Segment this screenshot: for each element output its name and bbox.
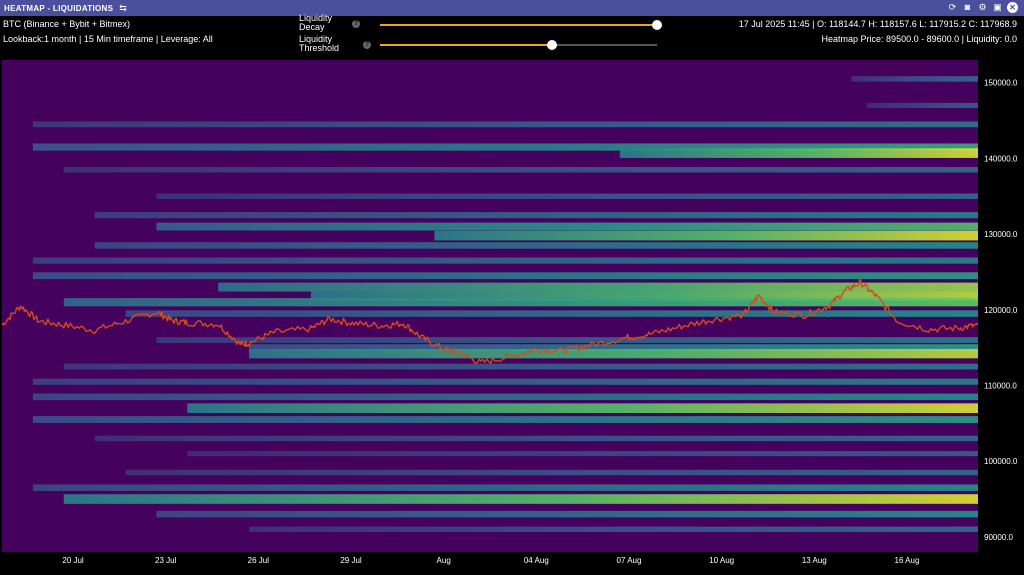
gear-icon[interactable]: ⚙ bbox=[978, 2, 987, 12]
heatmap-band bbox=[434, 230, 979, 241]
x-tick-label: 13 Aug bbox=[802, 556, 827, 565]
x-tick-label: 23 Jul bbox=[155, 556, 177, 565]
heatmap-band bbox=[218, 282, 979, 292]
heatmap-band bbox=[63, 167, 978, 173]
threshold-slider[interactable] bbox=[380, 40, 657, 50]
heatmap-band bbox=[32, 393, 979, 401]
heatmap-band bbox=[125, 469, 978, 476]
heatmap-band bbox=[32, 416, 979, 423]
heatmap-band bbox=[125, 310, 978, 317]
heatmap-band bbox=[156, 193, 979, 199]
heatmap-band bbox=[32, 143, 979, 151]
threshold-label: Liquidity Threshold bbox=[299, 34, 340, 53]
price-series bbox=[1, 278, 979, 365]
heatmap-band bbox=[32, 378, 979, 385]
heatmap-band bbox=[156, 337, 979, 343]
decay-slider-thumb[interactable] bbox=[652, 20, 662, 30]
heatmap-band bbox=[156, 222, 979, 231]
heatmap-band bbox=[187, 451, 978, 457]
threshold-slider-thumb[interactable] bbox=[546, 40, 557, 50]
decay-label: Liquidity Decay bbox=[299, 13, 333, 32]
heatmap-band bbox=[249, 344, 978, 352]
x-tick-label: 26 Jul bbox=[248, 556, 270, 565]
heatmap-band bbox=[187, 403, 978, 414]
x-tick-label: 07 Aug bbox=[617, 556, 642, 565]
y-axis: 150000.0 140000.0 130000.0 120000.0 110000.0… bbox=[984, 79, 1018, 542]
y-tick-label: 110000.0 bbox=[984, 381, 1017, 390]
y-tick-label: 90000.0 bbox=[984, 533, 1013, 542]
y-tick-label: 140000.0 bbox=[984, 154, 1018, 163]
camera-icon[interactable]: ◙ bbox=[964, 2, 971, 12]
heatmap-band bbox=[249, 349, 978, 359]
heatmap-band bbox=[866, 102, 978, 108]
heatmap-bands bbox=[32, 76, 979, 533]
close-icon[interactable]: ✕ bbox=[1007, 2, 1018, 13]
x-tick-label: 29 Jul bbox=[340, 556, 362, 565]
y-tick-label: 150000.0 bbox=[984, 79, 1018, 88]
ohlc-readout: 17 Jul 2025 11:45 | O: 118144.7 H: 11815… bbox=[738, 19, 1017, 29]
lookback-info: Lookback:1 month | 15 Min timeframe | Le… bbox=[3, 34, 213, 44]
x-tick-label: 04 Aug bbox=[524, 556, 549, 565]
heatmap-price-readout: Heatmap Price: 89500.0 - 89600.0 | Liqui… bbox=[821, 34, 1017, 44]
heatmap-band bbox=[63, 298, 978, 307]
price-line bbox=[1, 278, 979, 365]
exchange-info: BTC (Binance + Bybit + Bitmex) bbox=[3, 19, 131, 29]
heatmap-band bbox=[94, 212, 979, 219]
heatmap-band bbox=[310, 291, 979, 301]
liquidation-heatmap-chart[interactable]: 150000.0 140000.0 130000.0 120000.0 110000.0… bbox=[0, 58, 1024, 575]
heatmap-band bbox=[156, 510, 979, 518]
decay-help-icon[interactable]: ? bbox=[352, 20, 360, 28]
threshold-help-icon[interactable]: ? bbox=[363, 41, 371, 49]
heatmap-band bbox=[32, 484, 979, 491]
heatmap-band bbox=[249, 526, 978, 533]
x-tick-label: 16 Aug bbox=[895, 556, 920, 565]
save-icon[interactable]: ▣ bbox=[993, 2, 1002, 12]
panel-title: HEATMAP - LIQUIDATIONS bbox=[4, 3, 114, 13]
x-tick-label: 10 Aug bbox=[709, 556, 734, 565]
y-tick-label: 100000.0 bbox=[984, 457, 1018, 466]
heatmap-band bbox=[32, 257, 979, 264]
y-tick-label: 130000.0 bbox=[984, 230, 1018, 239]
refresh-icon[interactable]: ⟳ bbox=[948, 2, 957, 12]
window-buttons: ⟳ ◙ ⚙ ▣ ✕ bbox=[947, 2, 1018, 13]
sliders-icon[interactable]: ⇆ bbox=[119, 2, 127, 13]
heatmap-band bbox=[32, 272, 979, 280]
x-tick-label: 20 Jul bbox=[62, 556, 84, 565]
panel-titlebar: HEATMAP - LIQUIDATIONS ⇆ ⟳ ◙ ⚙ ▣ ✕ bbox=[0, 0, 1024, 16]
heatmap-band bbox=[619, 148, 978, 158]
decay-slider[interactable] bbox=[380, 20, 662, 30]
y-tick-label: 120000.0 bbox=[984, 306, 1018, 315]
heatmap-band bbox=[94, 435, 979, 442]
x-tick-label: Aug bbox=[437, 556, 451, 565]
heatmap-band bbox=[63, 363, 978, 370]
heatmap-band bbox=[851, 76, 978, 82]
heatmap-band bbox=[94, 242, 979, 249]
x-axis: 20 Jul 23 Jul 26 Jul 29 Jul Aug 04 Aug 07 Aug 1… bbox=[62, 556, 919, 565]
heatmap-band bbox=[32, 121, 979, 128]
heatmap-band bbox=[63, 494, 978, 504]
